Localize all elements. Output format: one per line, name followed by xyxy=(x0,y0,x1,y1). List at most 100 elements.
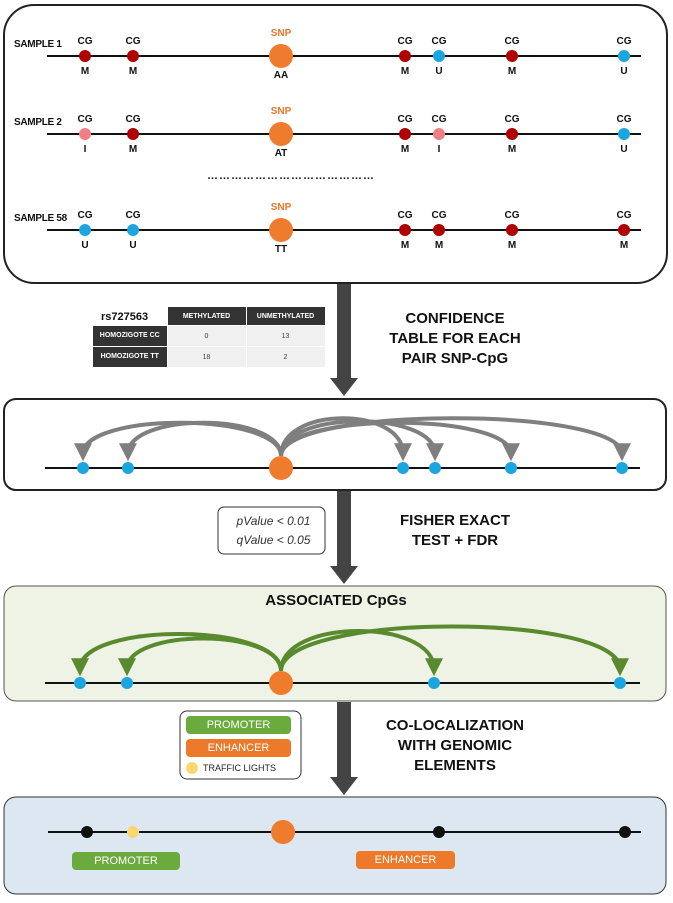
pairs-cpg-1 xyxy=(77,462,89,474)
sample-2-snp-label: SNP xyxy=(270,106,292,117)
associated-cpg-3 xyxy=(428,677,440,689)
sample-2-snp xyxy=(269,122,293,146)
step-fisher-label: FISHER EXACT TEST + FDR xyxy=(399,512,510,549)
sample-2-cg-state-3: M xyxy=(400,144,410,155)
pvalue-threshold: pValue < 0.01 xyxy=(236,514,311,528)
sample-2-cpg-4 xyxy=(433,128,445,140)
pairs-snp xyxy=(269,456,293,480)
sample-3-cpg-3 xyxy=(399,224,411,236)
sample-2-cg-label-3: CG xyxy=(397,114,413,125)
associated-arc-3 xyxy=(279,629,443,677)
pair-arc-6 xyxy=(279,416,631,462)
legend-promoter: PROMOTER xyxy=(186,716,291,734)
sample-2-cg-state-6: U xyxy=(620,144,628,155)
sample-3-cg-label-4: CG xyxy=(431,210,447,221)
associated-snp xyxy=(269,671,293,695)
row-homozigote-tt: HOMOZIGOTE TT xyxy=(92,346,168,368)
sample-2-cpg-5 xyxy=(506,128,518,140)
confidence-table: METHYLATED UNMETHYLATED HOMOZIGOTE CC 0 … xyxy=(92,306,326,368)
sample-3-cpg-5 xyxy=(506,224,518,236)
sample-2-cg-state-1: I xyxy=(83,144,87,155)
qvalue-threshold: qValue < 0.05 xyxy=(236,533,311,547)
flow-arrow-2 xyxy=(330,491,358,584)
genomic-cpg-3 xyxy=(433,826,445,838)
cell-tt-methylated: 18 xyxy=(166,346,247,368)
sample-1-cpg-3 xyxy=(399,50,411,62)
legend-enhancer: ENHANCER xyxy=(186,739,291,757)
sample-3-cg-label-6: CG xyxy=(616,210,632,221)
genomic-cpg-4 xyxy=(619,826,631,838)
sample-2-cg-label-1: CG xyxy=(77,114,93,125)
sample-1-cg-label-6: CG xyxy=(616,36,632,47)
sample-3-cpg-1 xyxy=(79,224,91,236)
col-methylated: METHYLATED xyxy=(166,306,247,326)
step-confidence-label: CONFIDENCE TABLE FOR EACH PAIR SNP-CpG xyxy=(389,310,521,367)
samples-panel xyxy=(3,4,668,284)
sample-3-snp-genotype: TT xyxy=(274,244,288,255)
sample-1-cg-state-3: M xyxy=(400,66,410,77)
sample-1-cg-label-3: CG xyxy=(397,36,413,47)
sample-2-cpg-1 xyxy=(79,128,91,140)
sample-3-cg-label-1: CG xyxy=(77,210,93,221)
sample-3-cg-state-1: U xyxy=(81,240,89,251)
sample-2-cg-label-5: CG xyxy=(504,114,520,125)
sample-2-cg-state-2: M xyxy=(128,144,138,155)
sample-1-cpg-4 xyxy=(433,50,445,62)
associated-cpg-4 xyxy=(614,677,626,689)
cell-cc-unmethylated: 13 xyxy=(245,325,326,347)
traffic-light-icon xyxy=(186,762,198,774)
sample-1-cg-state-5: M xyxy=(507,66,517,77)
sample-1-cpg-1 xyxy=(79,50,91,62)
sample-1-cg-state-6: U xyxy=(620,66,628,77)
sample-1-snp-genotype: AA xyxy=(273,70,289,81)
pair-arc-2 xyxy=(119,420,283,462)
sample-1-cpg-6 xyxy=(618,50,630,62)
pairs-cpg-4 xyxy=(429,462,441,474)
genomic-traffic-light xyxy=(127,826,139,838)
sample-1-cpg-2 xyxy=(127,50,139,62)
sample-3-cg-label-3: CG xyxy=(397,210,413,221)
sample-3-snp xyxy=(269,218,293,242)
sample-1-snp xyxy=(269,44,293,68)
sample-1-cg-label-2: CG xyxy=(125,36,141,47)
step-colocalization-label: CO-LOCALIZATION WITH GENOMIC ELEMENTS xyxy=(385,717,525,774)
sample-1-cpg-5 xyxy=(506,50,518,62)
sample-2-cg-state-5: M xyxy=(507,144,517,155)
sample-2-cpg-2 xyxy=(127,128,139,140)
sample-3-cg-label-2: CG xyxy=(125,210,141,221)
flow-arrow-1 xyxy=(330,284,358,396)
sample-3-cpg-2 xyxy=(127,224,139,236)
sample-1-cg-state-2: M xyxy=(128,66,138,77)
pairs-cpg-6 xyxy=(616,462,628,474)
sample-3-cg-state-2: U xyxy=(129,240,137,251)
sample-2-cg-label-2: CG xyxy=(125,114,141,125)
snp-id-label: rs727563 xyxy=(101,311,149,323)
sample-1-snp-label: SNP xyxy=(270,28,292,39)
sample-3-cg-state-3: M xyxy=(400,240,410,251)
sample-1-cg-state-1: M xyxy=(80,66,90,77)
pairs-cpg-3 xyxy=(397,462,409,474)
associated-cpg-2 xyxy=(121,677,133,689)
sample-3-cg-state-5: M xyxy=(507,240,517,251)
pair-arc-4 xyxy=(279,419,444,462)
sample-label-1: SAMPLE 1 xyxy=(14,39,62,50)
genomic-cpg-1 xyxy=(81,826,93,838)
enhancer-annotation: ENHANCER xyxy=(356,851,455,869)
pairs-cpg-5 xyxy=(505,462,517,474)
sample-label-2: SAMPLE 2 xyxy=(14,117,62,128)
sample-2-cpg-3 xyxy=(399,128,411,140)
associated-cpg-1 xyxy=(74,677,86,689)
associated-arc-4 xyxy=(279,624,629,677)
sample-label-58: SAMPLE 58 xyxy=(14,213,67,224)
sample-3-cpg-4 xyxy=(433,224,445,236)
cell-tt-unmethylated: 2 xyxy=(245,346,326,368)
sample-2-cg-state-4: I xyxy=(437,144,441,155)
sample-3-snp-label: SNP xyxy=(270,202,292,213)
sample-3-cg-state-4: M xyxy=(434,240,444,251)
associated-panel xyxy=(3,585,667,702)
sample-1-cg-label-1: CG xyxy=(77,36,93,47)
sample-ellipsis: …………………………………… xyxy=(207,170,375,182)
sample-2-cg-label-6: CG xyxy=(616,114,632,125)
legend-traffic-lights: TRAFFIC LIGHTS xyxy=(203,763,277,773)
